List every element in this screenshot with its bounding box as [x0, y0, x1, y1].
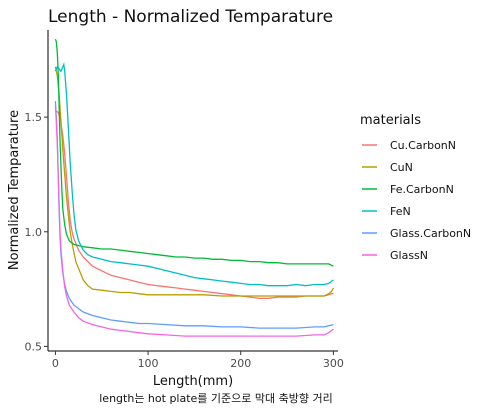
y-tick-label: 1.5 [25, 111, 43, 124]
series-line-fen [55, 64, 333, 285]
legend-item-cu-carbonn: Cu.CarbonN [362, 139, 456, 152]
plot-area: 0 100 200 300 0.5 1.0 1.5 [25, 30, 344, 370]
legend-label-glassn: GlassN [390, 249, 428, 262]
legend-label-glass-carbonn: Glass.CarbonN [390, 227, 471, 240]
legend-item-glass-carbonn: Glass.CarbonN [362, 227, 471, 240]
x-tick-label: 0 [52, 357, 59, 370]
legend-label-fen: FeN [390, 205, 411, 218]
x-axis-title: Length(mm) [153, 374, 233, 389]
legend-label-cun: CuN [390, 161, 413, 174]
legend-title: materials [360, 113, 421, 128]
chart-caption: length는 hot plate를 기준으로 막대 축방향 거리 [99, 392, 332, 405]
series-line-cu-carbonn [55, 110, 333, 298]
series-line-fe-carbonn [55, 39, 333, 266]
legend-item-cun: CuN [362, 161, 413, 174]
legend: materials Cu.CarbonN CuN Fe.CarbonN FeN Glas… [360, 113, 471, 262]
series-line-glass-carbonn [55, 101, 333, 328]
legend-label-fe-carbonn: Fe.CarbonN [390, 183, 454, 196]
legend-item-fe-carbonn: Fe.CarbonN [362, 183, 454, 196]
chart-title: Length - Normalized Temparature [48, 7, 333, 27]
legend-item-fen: FeN [362, 205, 411, 218]
y-tick-label: 0.5 [25, 340, 43, 353]
x-tick-label: 100 [138, 357, 159, 370]
series-line-glassn [55, 106, 333, 336]
x-tick-label: 300 [323, 357, 344, 370]
y-axis-title: Normalized Temparature [7, 110, 22, 270]
legend-item-glassn: GlassN [362, 249, 428, 262]
legend-label-cu-carbonn: Cu.CarbonN [390, 139, 456, 152]
series-line-cun [55, 67, 333, 296]
y-tick-label: 1.0 [25, 226, 43, 239]
x-tick-label: 200 [230, 357, 251, 370]
